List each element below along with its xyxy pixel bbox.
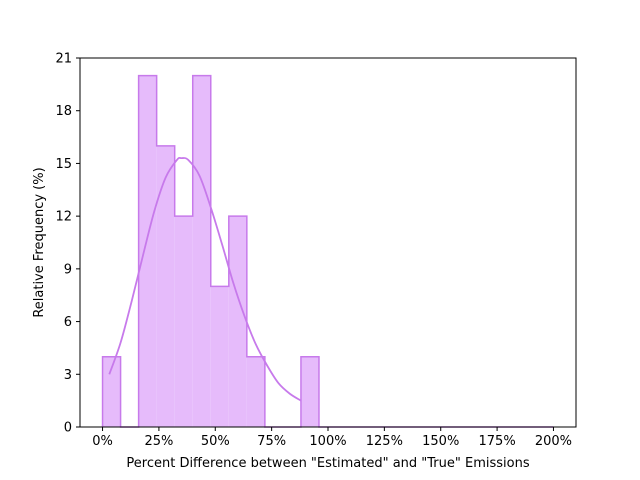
x-tick-label: 25%: [144, 434, 173, 449]
y-axis-ticks: 0 3 6 9 12 15 18 21: [55, 52, 80, 436]
histogram-bars: [101, 74, 554, 428]
y-tick-label: 6: [64, 315, 72, 330]
y-tick-label: 9: [64, 262, 72, 277]
x-tick-label: 0%: [92, 434, 113, 449]
x-tick-label: 150%: [422, 434, 459, 449]
x-tick-label: 100%: [309, 434, 346, 449]
histogram-bar: [156, 145, 175, 427]
x-tick-label: 200%: [535, 434, 572, 449]
x-axis-ticks: 0% 25% 50% 75% 100% 125% 150% 175% 200%: [92, 427, 572, 449]
histogram-bar: [102, 356, 121, 427]
y-tick-label: 0: [64, 421, 72, 436]
y-tick-label: 12: [55, 210, 72, 225]
x-tick-label: 125%: [366, 434, 403, 449]
x-tick-label: 75%: [257, 434, 286, 449]
histogram-bar: [300, 356, 319, 427]
histogram-bar: [246, 356, 265, 427]
y-axis-title: Relative Frequency (%): [32, 167, 47, 317]
y-tick-label: 3: [64, 368, 72, 383]
histogram-bar: [192, 75, 211, 428]
y-tick-label: 18: [55, 104, 72, 119]
kde-curve-layer: [108, 156, 302, 402]
x-tick-label: 175%: [479, 434, 516, 449]
histogram-bar: [138, 75, 157, 428]
y-tick-label: 21: [55, 52, 72, 67]
x-axis-title: Percent Difference between "Estimated" a…: [126, 456, 529, 471]
histogram-bar: [210, 286, 229, 427]
kde-curve: [108, 156, 302, 402]
histogram-bar: [228, 216, 247, 427]
histogram-bar: [174, 216, 193, 427]
x-tick-label: 50%: [201, 434, 230, 449]
y-tick-label: 15: [55, 157, 72, 172]
